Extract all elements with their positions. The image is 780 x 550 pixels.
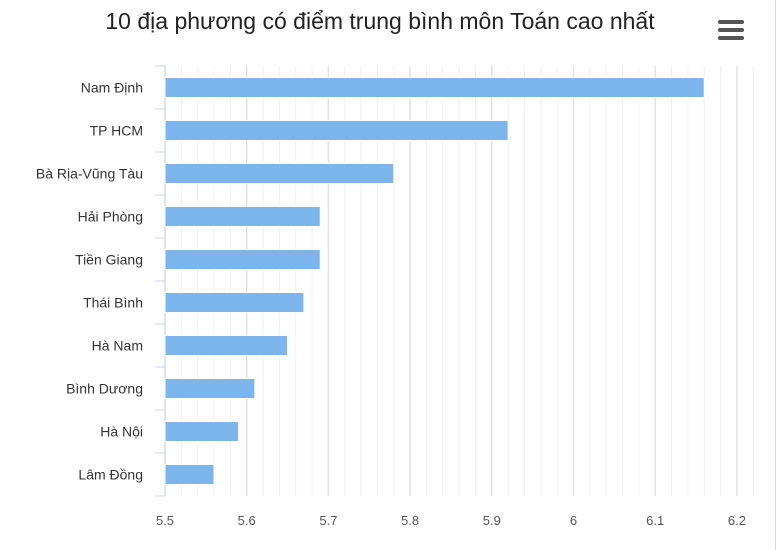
x-tick-label: 5.7 — [319, 513, 337, 528]
category-label: TP HCM — [90, 123, 143, 139]
x-tick-label: 5.9 — [483, 513, 501, 528]
category-label: Thái Bình — [83, 295, 143, 311]
bar — [164, 421, 240, 442]
x-tick-label: 5.5 — [156, 513, 174, 528]
category-label: Bà Rịa-Vũng Tàu — [36, 166, 143, 182]
x-tick-label: 6 — [570, 513, 577, 528]
bar — [164, 464, 215, 485]
x-tick-label: 6.1 — [646, 513, 664, 528]
bar — [164, 335, 289, 356]
scrollbar-edge — [775, 0, 776, 550]
category-label: Hà Nội — [100, 424, 143, 440]
bar — [164, 77, 705, 98]
x-tick-label: 6.2 — [728, 513, 746, 528]
category-label: Bình Dương — [66, 381, 143, 397]
category-label: Hải Phòng — [78, 209, 143, 225]
bar — [164, 163, 395, 184]
bar — [164, 206, 321, 227]
category-label: Nam Định — [81, 80, 143, 96]
bar — [164, 292, 305, 313]
hamburger-menu-icon[interactable] — [718, 20, 744, 40]
category-label: Hà Nam — [92, 338, 143, 354]
bar — [164, 249, 321, 270]
x-tick-label: 5.6 — [238, 513, 256, 528]
bar — [164, 120, 509, 141]
x-tick-label: 5.8 — [401, 513, 419, 528]
chart-title: 10 địa phương có điểm trung bình môn Toá… — [105, 8, 655, 34]
category-label: Tiền Giang — [75, 252, 143, 268]
category-label: Lâm Đồng — [78, 467, 143, 483]
bar — [164, 378, 256, 399]
